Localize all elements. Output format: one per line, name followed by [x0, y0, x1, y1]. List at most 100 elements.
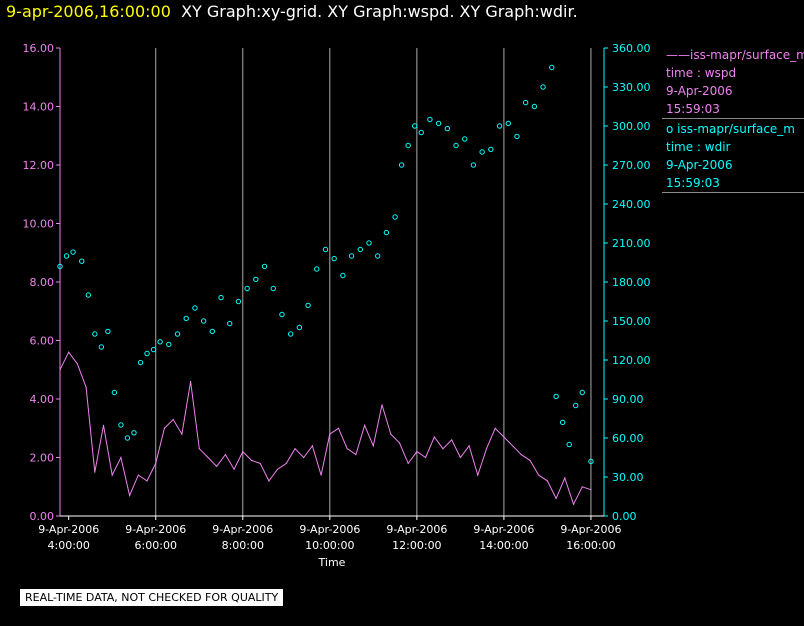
x-tick-date: 9-Apr-2006	[473, 523, 534, 536]
wdir-marker	[85, 292, 91, 298]
wspd-point	[129, 494, 131, 497]
wspd-point	[564, 477, 566, 479]
wdir-marker	[453, 142, 459, 149]
wdir-marker	[270, 285, 276, 292]
x-axis-ticks: 9-Apr-2006 4:00:00 9-Apr-2006 6:00:00 9-Apr-…	[38, 516, 621, 552]
wdir-marker	[392, 214, 398, 220]
right-tick-label: 150.00	[612, 315, 651, 328]
right-tick-label: 300.00	[612, 120, 651, 133]
wdir-marker	[305, 302, 311, 309]
wdir-marker	[70, 249, 76, 255]
legend-wspd: ——iss-mapr/surface_m time : wspd 9-Apr-2…	[666, 46, 804, 118]
x-tick-time: 16:00:00	[566, 539, 615, 552]
legend-divider	[662, 192, 804, 193]
legend-wdir-series: o iss-mapr/surface_m	[666, 122, 795, 136]
wspd-point	[424, 456, 427, 459]
wspd-point	[590, 489, 592, 491]
wdir-marker	[63, 253, 70, 259]
x-tick-time: 10:00:00	[305, 539, 354, 552]
quality-note: REAL-TIME DATA, NOT CHECKED FOR QUALITY	[20, 589, 284, 606]
wdir-marker	[470, 162, 477, 168]
legend-wspd-series: ——iss-mapr/surface_m	[666, 48, 804, 62]
wspd-point	[198, 448, 200, 450]
wdir-marker	[553, 393, 559, 400]
right-tick-label: 210.00	[612, 237, 651, 250]
left-tick-label: 10.00	[23, 218, 55, 231]
wspd-point	[311, 445, 314, 447]
wdir-marker	[124, 435, 131, 441]
wspd-point	[390, 433, 392, 435]
wdir-marker	[192, 305, 198, 311]
wspd-point	[85, 386, 87, 388]
title-graphs: XY Graph:xy-grid. XY Graph:wspd. XY Grap…	[181, 2, 578, 21]
wdir-marker	[435, 120, 442, 127]
wspd-point	[102, 424, 105, 426]
wspd-point	[381, 404, 383, 406]
wdir-marker	[514, 133, 520, 140]
right-tick-label: 240.00	[612, 198, 651, 211]
wspd-point	[94, 471, 96, 473]
wdir-marker	[383, 229, 390, 236]
wspd-point	[555, 497, 557, 500]
wdir-marker	[105, 328, 111, 335]
wspd-point	[285, 462, 287, 464]
wspd-point	[294, 448, 296, 450]
right-tick-label: 60.00	[612, 432, 644, 445]
wspd-point	[277, 468, 279, 470]
wdir-marker	[322, 246, 329, 253]
wdir-marker	[522, 99, 529, 106]
wdir-marker	[287, 331, 294, 337]
x-tick-date: 9-Apr-2006	[212, 523, 273, 536]
wdir-marker	[157, 339, 163, 345]
wdir-marker	[296, 324, 303, 331]
wdir-marker	[227, 320, 233, 327]
wdir-marker	[566, 441, 572, 448]
wdir-marker	[405, 142, 411, 149]
wspd-point	[494, 427, 496, 429]
wspd-point	[189, 380, 192, 383]
wdir-series	[57, 64, 594, 465]
wdir-marker	[488, 146, 494, 153]
wspd-point	[364, 424, 366, 426]
wdir-marker	[137, 359, 144, 366]
wdir-marker	[462, 136, 468, 142]
right-axis-ticks: 0.00 30.00 60.00 90.00 120.00 150.00 180.00 210…	[604, 42, 651, 523]
wdir-marker	[559, 419, 566, 426]
wspd-point	[68, 351, 70, 353]
right-tick-label: 90.00	[612, 393, 644, 406]
x-tick-time: 14:00:00	[479, 539, 528, 552]
wdir-marker	[331, 255, 337, 262]
left-tick-label: 12.00	[23, 159, 55, 172]
right-tick-label: 180.00	[612, 276, 651, 289]
wdir-marker	[549, 64, 555, 71]
wspd-point	[163, 427, 166, 429]
wspd-point	[355, 453, 357, 456]
left-tick-label: 16.00	[23, 42, 55, 55]
wspd-point	[303, 456, 305, 459]
wspd-point	[224, 453, 226, 456]
wspd-point	[485, 448, 488, 450]
wdir-marker	[398, 162, 405, 168]
wspd-point	[76, 363, 79, 365]
wspd-point	[268, 480, 270, 482]
wdir-marker	[144, 350, 150, 357]
wdir-marker	[348, 253, 355, 259]
legend-wspd-date: 9-Apr-2006	[666, 84, 733, 98]
wspd-point	[259, 462, 261, 464]
wspd-point	[59, 369, 61, 371]
wspd-point	[398, 442, 401, 444]
x-tick-time: 6:00:00	[135, 539, 177, 552]
wdir-marker	[244, 285, 250, 292]
wdir-marker	[183, 315, 189, 322]
wdir-marker	[496, 123, 503, 129]
axes	[59, 48, 605, 517]
legend-wdir-field: time : wdir	[666, 140, 731, 154]
wspd-point	[242, 451, 244, 453]
wspd-line	[59, 351, 592, 506]
wspd-point	[433, 436, 435, 438]
wspd-point	[407, 462, 409, 464]
wdir-marker	[340, 272, 346, 279]
wspd-point	[120, 456, 122, 459]
x-tick-date: 9-Apr-2006	[299, 523, 360, 536]
wdir-marker	[57, 263, 63, 270]
